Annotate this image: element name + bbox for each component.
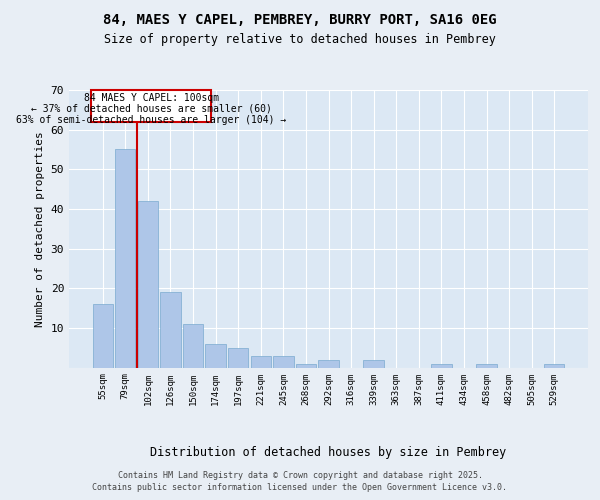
Y-axis label: Number of detached properties: Number of detached properties	[35, 131, 45, 326]
Text: 63% of semi-detached houses are larger (104) →: 63% of semi-detached houses are larger (…	[16, 114, 286, 124]
Text: Contains HM Land Registry data © Crown copyright and database right 2025.
Contai: Contains HM Land Registry data © Crown c…	[92, 471, 508, 492]
Text: ← 37% of detached houses are smaller (60): ← 37% of detached houses are smaller (60…	[31, 104, 272, 114]
FancyBboxPatch shape	[91, 90, 211, 122]
Bar	[115, 150, 136, 368]
Text: Size of property relative to detached houses in Pembrey: Size of property relative to detached ho…	[104, 32, 496, 46]
Bar	[544, 364, 565, 368]
Bar	[296, 364, 316, 368]
Bar	[228, 348, 248, 368]
Bar	[364, 360, 384, 368]
Bar	[251, 356, 271, 368]
Bar	[138, 201, 158, 368]
Bar	[160, 292, 181, 368]
Bar	[273, 356, 293, 368]
Bar	[205, 344, 226, 367]
Bar	[476, 364, 497, 368]
Bar	[183, 324, 203, 368]
Text: 84, MAES Y CAPEL, PEMBREY, BURRY PORT, SA16 0EG: 84, MAES Y CAPEL, PEMBREY, BURRY PORT, S…	[103, 12, 497, 26]
Bar	[319, 360, 338, 368]
Bar	[92, 304, 113, 368]
X-axis label: Distribution of detached houses by size in Pembrey: Distribution of detached houses by size …	[151, 446, 506, 460]
Text: 84 MAES Y CAPEL: 100sqm: 84 MAES Y CAPEL: 100sqm	[84, 93, 219, 103]
Bar	[431, 364, 452, 368]
